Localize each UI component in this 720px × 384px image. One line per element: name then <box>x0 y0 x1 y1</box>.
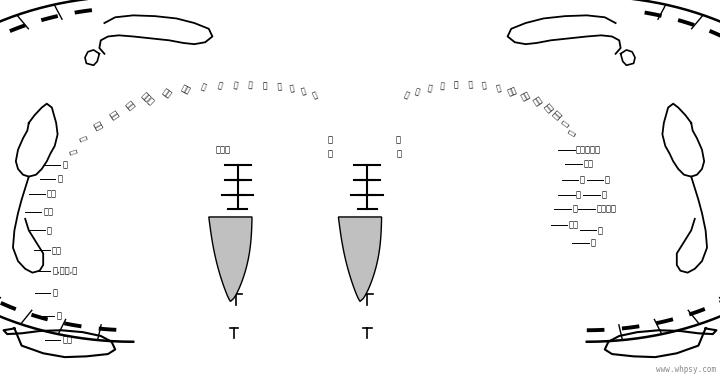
Text: 小指: 小指 <box>161 86 174 99</box>
Text: 手: 手 <box>495 83 502 93</box>
Text: 唇: 唇 <box>47 226 52 235</box>
Text: 发: 发 <box>605 175 610 184</box>
Text: 颌: 颌 <box>576 190 581 199</box>
Text: 肘: 肘 <box>468 80 474 89</box>
Text: 拇指: 拇指 <box>91 120 104 132</box>
Text: 手腕: 手腕 <box>179 83 192 95</box>
Polygon shape <box>338 217 382 301</box>
Text: 高: 高 <box>427 83 433 93</box>
Text: 躯: 躯 <box>276 82 282 91</box>
Text: 面部: 面部 <box>583 160 593 169</box>
Text: 犊,齿龈,颌: 犊,齿龈,颌 <box>53 266 78 275</box>
Text: 腿: 腿 <box>289 84 295 94</box>
Text: 面部: 面部 <box>47 189 57 199</box>
Text: 唇: 唇 <box>580 175 585 184</box>
Text: 颈: 颈 <box>561 119 571 128</box>
Text: 舌: 舌 <box>572 205 577 214</box>
Text: 脚: 脚 <box>300 87 307 97</box>
Text: www.whpsy.com: www.whpsy.com <box>656 366 716 374</box>
Text: 环指: 环指 <box>519 90 532 102</box>
Text: 音: 音 <box>601 190 606 199</box>
Text: 腕: 腕 <box>482 81 487 91</box>
Text: 腔: 腔 <box>200 82 207 92</box>
Text: 足: 足 <box>328 149 333 158</box>
Text: 下唇: 下唇 <box>52 246 62 255</box>
Text: 肩: 肩 <box>233 80 238 90</box>
Text: 中指: 中指 <box>532 95 545 108</box>
Text: 小指: 小指 <box>507 86 518 97</box>
Text: 臀: 臀 <box>403 90 410 100</box>
Text: 吞咍: 吞咍 <box>569 220 579 229</box>
Text: 无名指: 无名指 <box>140 91 156 107</box>
Text: 颉: 颉 <box>78 134 88 142</box>
Text: 眼: 眼 <box>63 161 68 170</box>
Text: 腹内: 腹内 <box>63 335 73 344</box>
Text: 中指: 中指 <box>123 100 136 113</box>
Text: 趾: 趾 <box>397 149 402 158</box>
Text: 咍: 咍 <box>598 226 603 235</box>
Text: 生殖器: 生殖器 <box>216 145 231 154</box>
Text: 咍: 咍 <box>56 311 61 320</box>
Text: 食指: 食指 <box>543 101 556 114</box>
Text: 膝: 膝 <box>414 87 421 97</box>
Text: 拇指: 拇指 <box>552 109 564 122</box>
Text: 足: 足 <box>395 136 400 145</box>
Text: 上唇: 上唇 <box>43 207 53 217</box>
Polygon shape <box>209 217 252 301</box>
Text: 干: 干 <box>439 81 445 91</box>
Text: 肩: 肩 <box>567 128 577 137</box>
Text: 趾: 趾 <box>311 90 318 100</box>
Text: 舌: 舌 <box>53 288 58 297</box>
Text: 眼籨和眼球: 眼籨和眼球 <box>576 145 601 154</box>
Text: 腊: 腊 <box>590 238 595 247</box>
Text: 胘: 胘 <box>216 81 223 91</box>
Text: 食指: 食指 <box>107 109 120 122</box>
Text: 肩: 肩 <box>454 80 458 89</box>
Text: 颈: 颈 <box>263 81 267 90</box>
Text: 鼻: 鼻 <box>58 174 63 183</box>
Text: 唢液分泌: 唢液分泌 <box>596 205 616 214</box>
Text: 趾: 趾 <box>328 136 333 145</box>
Text: 头: 头 <box>248 81 253 90</box>
Text: 眼: 眼 <box>67 148 77 155</box>
